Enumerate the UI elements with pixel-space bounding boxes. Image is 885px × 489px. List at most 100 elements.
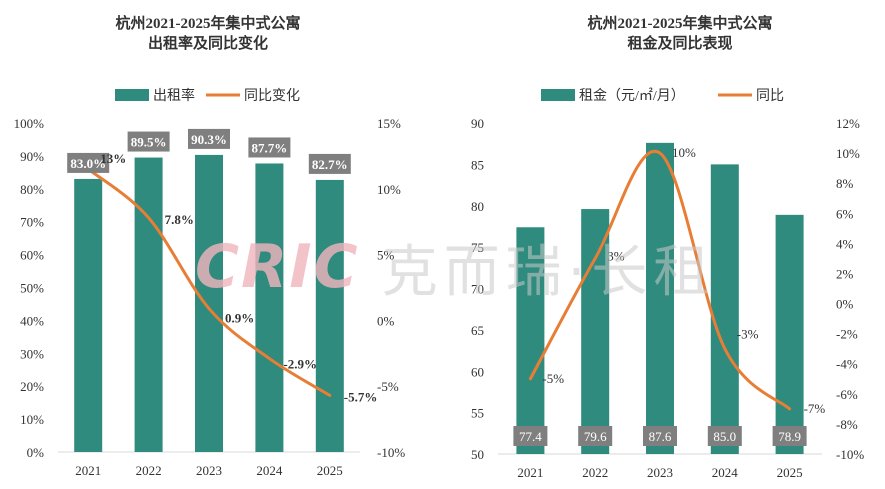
chart2-right-tick-label: 6% <box>836 206 854 221</box>
chart2-bar-label: 85.0 <box>713 429 736 444</box>
chart1-bar <box>195 154 223 452</box>
chart2-category-label: 2025 <box>777 465 803 480</box>
chart1-line-label: -2.9% <box>283 357 317 372</box>
chart1-legend-line-label: 同比变化 <box>244 88 300 104</box>
chart2-legend-bar-swatch <box>541 89 575 101</box>
chart2-line-label: 10% <box>672 145 696 160</box>
chart2-bar <box>581 209 610 454</box>
chart1-bar <box>315 179 344 453</box>
chart1-bar <box>134 157 163 453</box>
chart2-right-tick-label: 0% <box>836 297 854 312</box>
chart2-category-label: 2023 <box>647 465 673 480</box>
chart2-line-label: -3% <box>737 327 759 342</box>
chart2-right-tick-label: 12% <box>836 116 860 131</box>
chart2-left-tick-label: 70 <box>471 282 484 297</box>
chart2-line-label: 3% <box>607 248 625 263</box>
chart2-line-label: -5% <box>542 371 564 386</box>
chart2-left-tick-label: 50 <box>471 447 484 462</box>
chart1-right-tick-label: 0% <box>377 313 395 328</box>
chart1-legend-bar-label: 出租率 <box>153 87 195 104</box>
chart1-category-label: 2021 <box>75 463 101 478</box>
chart1-category-label: 2023 <box>196 463 222 478</box>
chart2-right-tick-label: 8% <box>836 176 854 191</box>
chart2-left-tick-label: 65 <box>471 323 484 338</box>
chart1-bar <box>74 178 103 452</box>
chart1-title-line: 出租率及同比变化 <box>148 34 268 52</box>
chart1-line-label: 0.9% <box>225 311 254 326</box>
chart2-right-tick-label: 10% <box>836 146 860 161</box>
chart2-bar-label-box <box>707 426 742 446</box>
chart2-bar <box>710 164 739 454</box>
chart2-right-tick-label: -8% <box>836 417 858 432</box>
chart2-bar <box>775 214 804 454</box>
chart1-left-tick-label: 20% <box>20 379 44 394</box>
chart1-bar-label: 82.7% <box>312 157 348 172</box>
chart1-bar-label-box <box>67 152 110 173</box>
chart1-category-label: 2022 <box>136 463 162 478</box>
chart1-line-label: 7.8% <box>165 212 194 227</box>
chart2-left-tick-label: 55 <box>471 406 484 421</box>
chart1-bar-label-box <box>248 137 291 158</box>
chart1-right-tick-label: -5% <box>377 379 399 394</box>
chart1-right-tick-label: 5% <box>377 248 395 263</box>
chart1-right-tick-label: -10% <box>377 445 405 460</box>
chart1-line-series <box>86 167 332 397</box>
chart1-line-label: 13% <box>100 151 126 166</box>
chart2-right-tick-label: 2% <box>836 266 854 281</box>
chart2-bar-label: 87.6 <box>649 429 672 444</box>
chart1-bar-label: 83.0% <box>70 156 106 171</box>
chart1-bar-label: 87.7% <box>252 140 288 155</box>
chart1-left-tick-label: 80% <box>20 182 44 197</box>
chart2-legend-bar-label: 租金（元/㎡/月） <box>579 88 685 104</box>
chart2-bar-label-box <box>578 426 613 446</box>
chart1-right-tick-label: 10% <box>377 182 401 197</box>
chart2-category-label: 2024 <box>712 465 739 480</box>
chart1-bar-label-box <box>308 153 351 174</box>
chart1-left-tick-label: 10% <box>20 412 44 427</box>
chart2-legend-line-label: 同比 <box>756 88 784 104</box>
chart2-bar-label-box <box>513 426 548 446</box>
chart2-title-line: 杭州2021-2025年集中式公寓 <box>588 14 773 32</box>
chart1-left-tick-label: 0% <box>27 445 45 460</box>
chart2-right-tick-label: 4% <box>836 236 854 251</box>
chart2-bar <box>516 227 545 454</box>
chart1-bar-label: 90.3% <box>191 132 227 147</box>
chart2-left-tick-label: 60 <box>471 364 484 379</box>
chart1-left-tick-label: 60% <box>20 248 44 263</box>
chart1-title-line: 杭州2021-2025年集中式公寓 <box>116 14 301 32</box>
chart1-bar-label-box <box>188 128 230 149</box>
chart1-bar-label-box <box>127 131 170 152</box>
chart2-category-label: 2022 <box>582 465 608 480</box>
chart2-bar-label: 78.9 <box>778 429 801 444</box>
chart1-left-tick-label: 90% <box>20 149 44 164</box>
chart1-bar <box>255 163 284 453</box>
chart1-left-tick-label: 40% <box>20 313 44 328</box>
chart1-category-label: 2024 <box>256 463 283 478</box>
chart2-right-tick-label: -4% <box>836 357 858 372</box>
chart1-right-tick-label: 15% <box>377 116 401 131</box>
chart2-bar-label: 79.6 <box>584 429 607 444</box>
chart1-left-tick-label: 70% <box>20 215 44 230</box>
chart2-category-label: 2021 <box>517 465 543 480</box>
chart2-line-series <box>528 149 792 411</box>
chart1-legend-bar-swatch <box>115 89 149 101</box>
chart1-category-label: 2025 <box>317 463 343 478</box>
chart2-right-tick-label: -2% <box>836 327 858 342</box>
chart1-left-tick-label: 50% <box>20 281 44 296</box>
chart2-right-tick-label: -10% <box>836 447 864 462</box>
chart2-bar-label-box <box>772 426 807 446</box>
chart2-left-tick-label: 90 <box>471 116 484 131</box>
chart2-right-tick-label: -6% <box>836 387 858 402</box>
chart2-bar-label: 77.4 <box>519 429 542 444</box>
chart2-title-line: 租金及同比表现 <box>627 34 732 52</box>
chart2-left-tick-label: 75 <box>471 240 484 255</box>
chart2-left-tick-label: 80 <box>471 199 484 214</box>
chart2-bar-label-box <box>643 426 677 446</box>
chart1-line-label: -5.7% <box>344 389 378 404</box>
chart1-left-tick-label: 100% <box>14 116 45 131</box>
chart1-bar-label: 89.5% <box>131 135 167 150</box>
chart2-bar <box>646 142 674 455</box>
chart2-line-label: -7% <box>804 401 826 416</box>
chart2-left-tick-label: 85 <box>471 157 484 172</box>
